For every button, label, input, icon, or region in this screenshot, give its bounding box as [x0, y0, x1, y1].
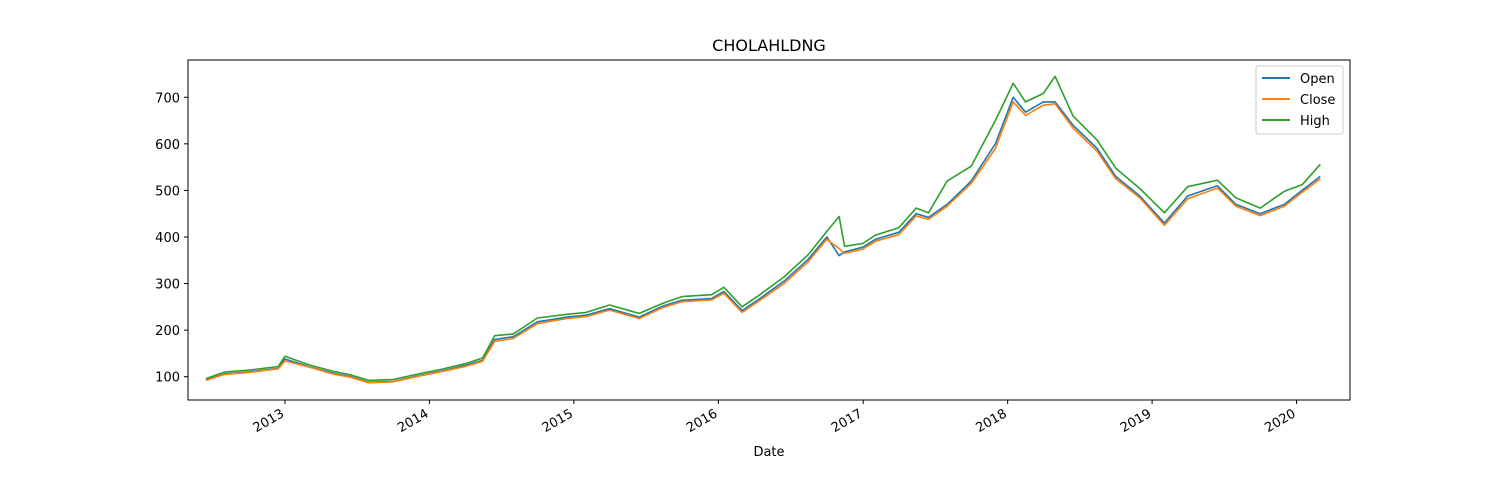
y-tick-label: 700 [155, 91, 180, 106]
x-tick-label: 2017 [829, 406, 865, 436]
y-tick-label: 300 [155, 278, 180, 293]
y-tick-label: 200 [155, 324, 180, 339]
legend-label-close: Close [1300, 93, 1335, 108]
x-tick-label: 2013 [251, 406, 287, 436]
y-tick-label: 500 [155, 184, 180, 199]
series-line-high [205, 75, 1321, 382]
y-tick-label: 600 [155, 138, 180, 153]
x-tick-label: 2019 [1118, 406, 1154, 436]
x-axis-label: Date [753, 445, 784, 460]
legend-label-open: Open [1300, 72, 1335, 87]
x-tick-label: 2018 [973, 406, 1009, 436]
y-axis: 100 200 300 400 500 600 700 [155, 91, 188, 386]
x-tick-label: 2020 [1262, 406, 1298, 436]
series-line-close [205, 101, 1321, 384]
series-layer [205, 75, 1321, 384]
x-tick-label: 2014 [395, 406, 431, 436]
plot-frame [187, 59, 1351, 401]
y-tick-label: 400 [155, 231, 180, 246]
plot-area [188, 60, 1350, 400]
chart-title: CHOLAHLDNG [712, 36, 826, 55]
legend: Open Close High [1255, 65, 1344, 135]
x-tick-label: 2016 [684, 406, 720, 436]
x-tick-label: 2015 [540, 406, 576, 436]
y-tick-label: 100 [155, 371, 180, 386]
x-axis: 2013 2014 2015 2016 2017 2018 2019 2020 [251, 400, 1299, 436]
legend-label-high: High [1300, 114, 1330, 129]
legend-box [1255, 65, 1344, 135]
